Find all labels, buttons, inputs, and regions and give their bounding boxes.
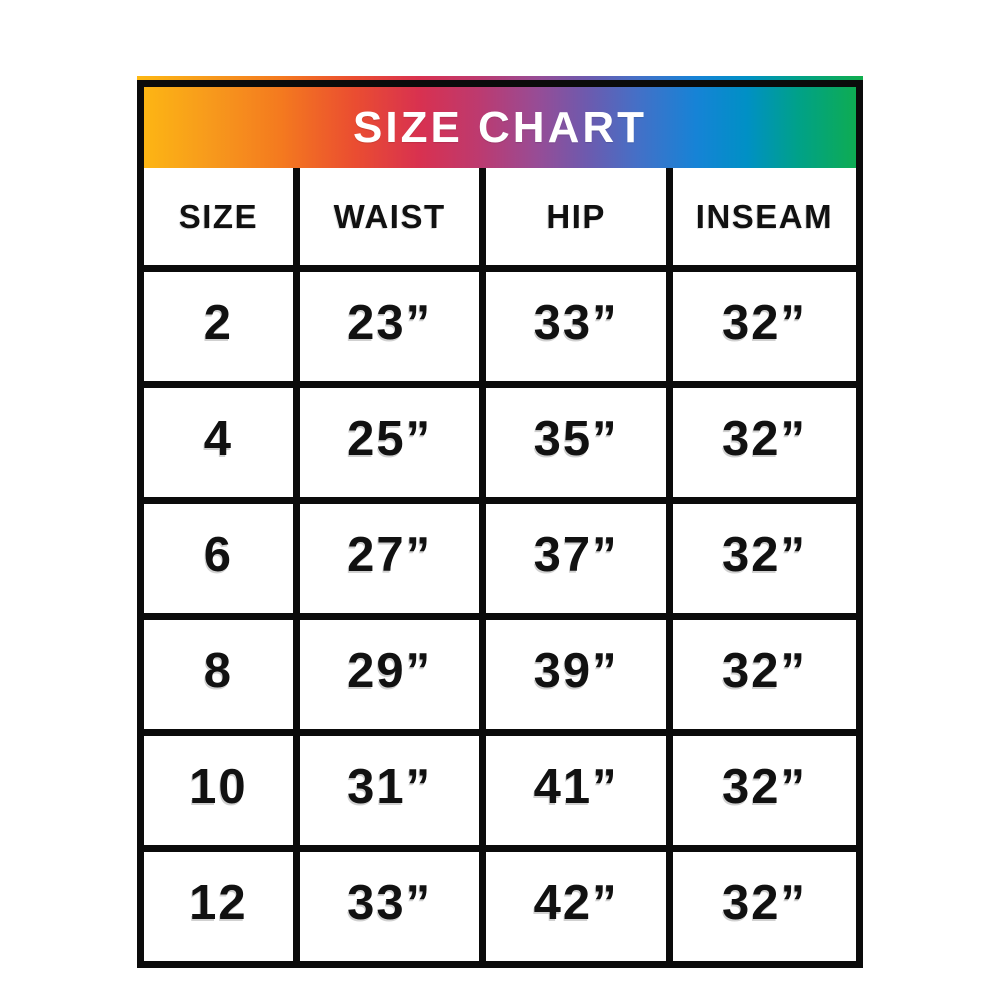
size-table: SIZE WAIST HIP INSEAM 2 23” 33” 32” 4	[140, 164, 860, 965]
inseam-value: 32”	[665, 497, 860, 620]
size-value: 12	[140, 845, 300, 965]
table-title-banner: SIZE CHART	[144, 87, 856, 168]
waist-value: 23”	[292, 265, 487, 388]
waist-value: 33”	[292, 845, 487, 965]
hip-value: 41”	[479, 729, 673, 852]
waist-value: 25”	[292, 381, 487, 504]
table-row: 2 23” 33” 32”	[140, 265, 860, 388]
size-value: 6	[140, 497, 300, 620]
table-row: 4 25” 35” 32”	[140, 381, 860, 504]
header-row: SIZE WAIST HIP INSEAM	[140, 164, 860, 272]
size-value: 4	[140, 381, 300, 504]
inseam-value: 32”	[665, 613, 860, 736]
page-title: SIZE CHART	[353, 102, 647, 152]
hip-value: 42”	[479, 845, 673, 965]
hip-value: 39”	[479, 613, 673, 736]
inseam-value: 32”	[665, 381, 860, 504]
column-header-waist: WAIST	[292, 164, 487, 272]
size-chart-table-container: SIZE CHART SIZE WAIST HIP INSEAM	[137, 76, 863, 968]
size-value: 2	[140, 265, 300, 388]
table-row: 10 31” 41” 32”	[140, 729, 860, 852]
table-row: 6 27” 37” 32”	[140, 497, 860, 620]
waist-value: 29”	[292, 613, 487, 736]
hip-value: 35”	[479, 381, 673, 504]
inseam-value: 32”	[665, 729, 860, 852]
waist-value: 31”	[292, 729, 487, 852]
size-value: 10	[140, 729, 300, 852]
column-header-hip: HIP	[479, 164, 673, 272]
inseam-value: 32”	[665, 845, 860, 965]
hip-value: 37”	[479, 497, 673, 620]
inseam-value: 32”	[665, 265, 860, 388]
table-row: 12 33” 42” 32”	[140, 845, 860, 965]
column-header-inseam: INSEAM	[665, 164, 860, 272]
table-row: 8 29” 39” 32”	[140, 613, 860, 736]
hip-value: 33”	[479, 265, 673, 388]
waist-value: 27”	[292, 497, 487, 620]
size-value: 8	[140, 613, 300, 736]
column-header-size: SIZE	[140, 164, 300, 272]
table-frame: SIZE CHART SIZE WAIST HIP INSEAM	[137, 80, 863, 968]
